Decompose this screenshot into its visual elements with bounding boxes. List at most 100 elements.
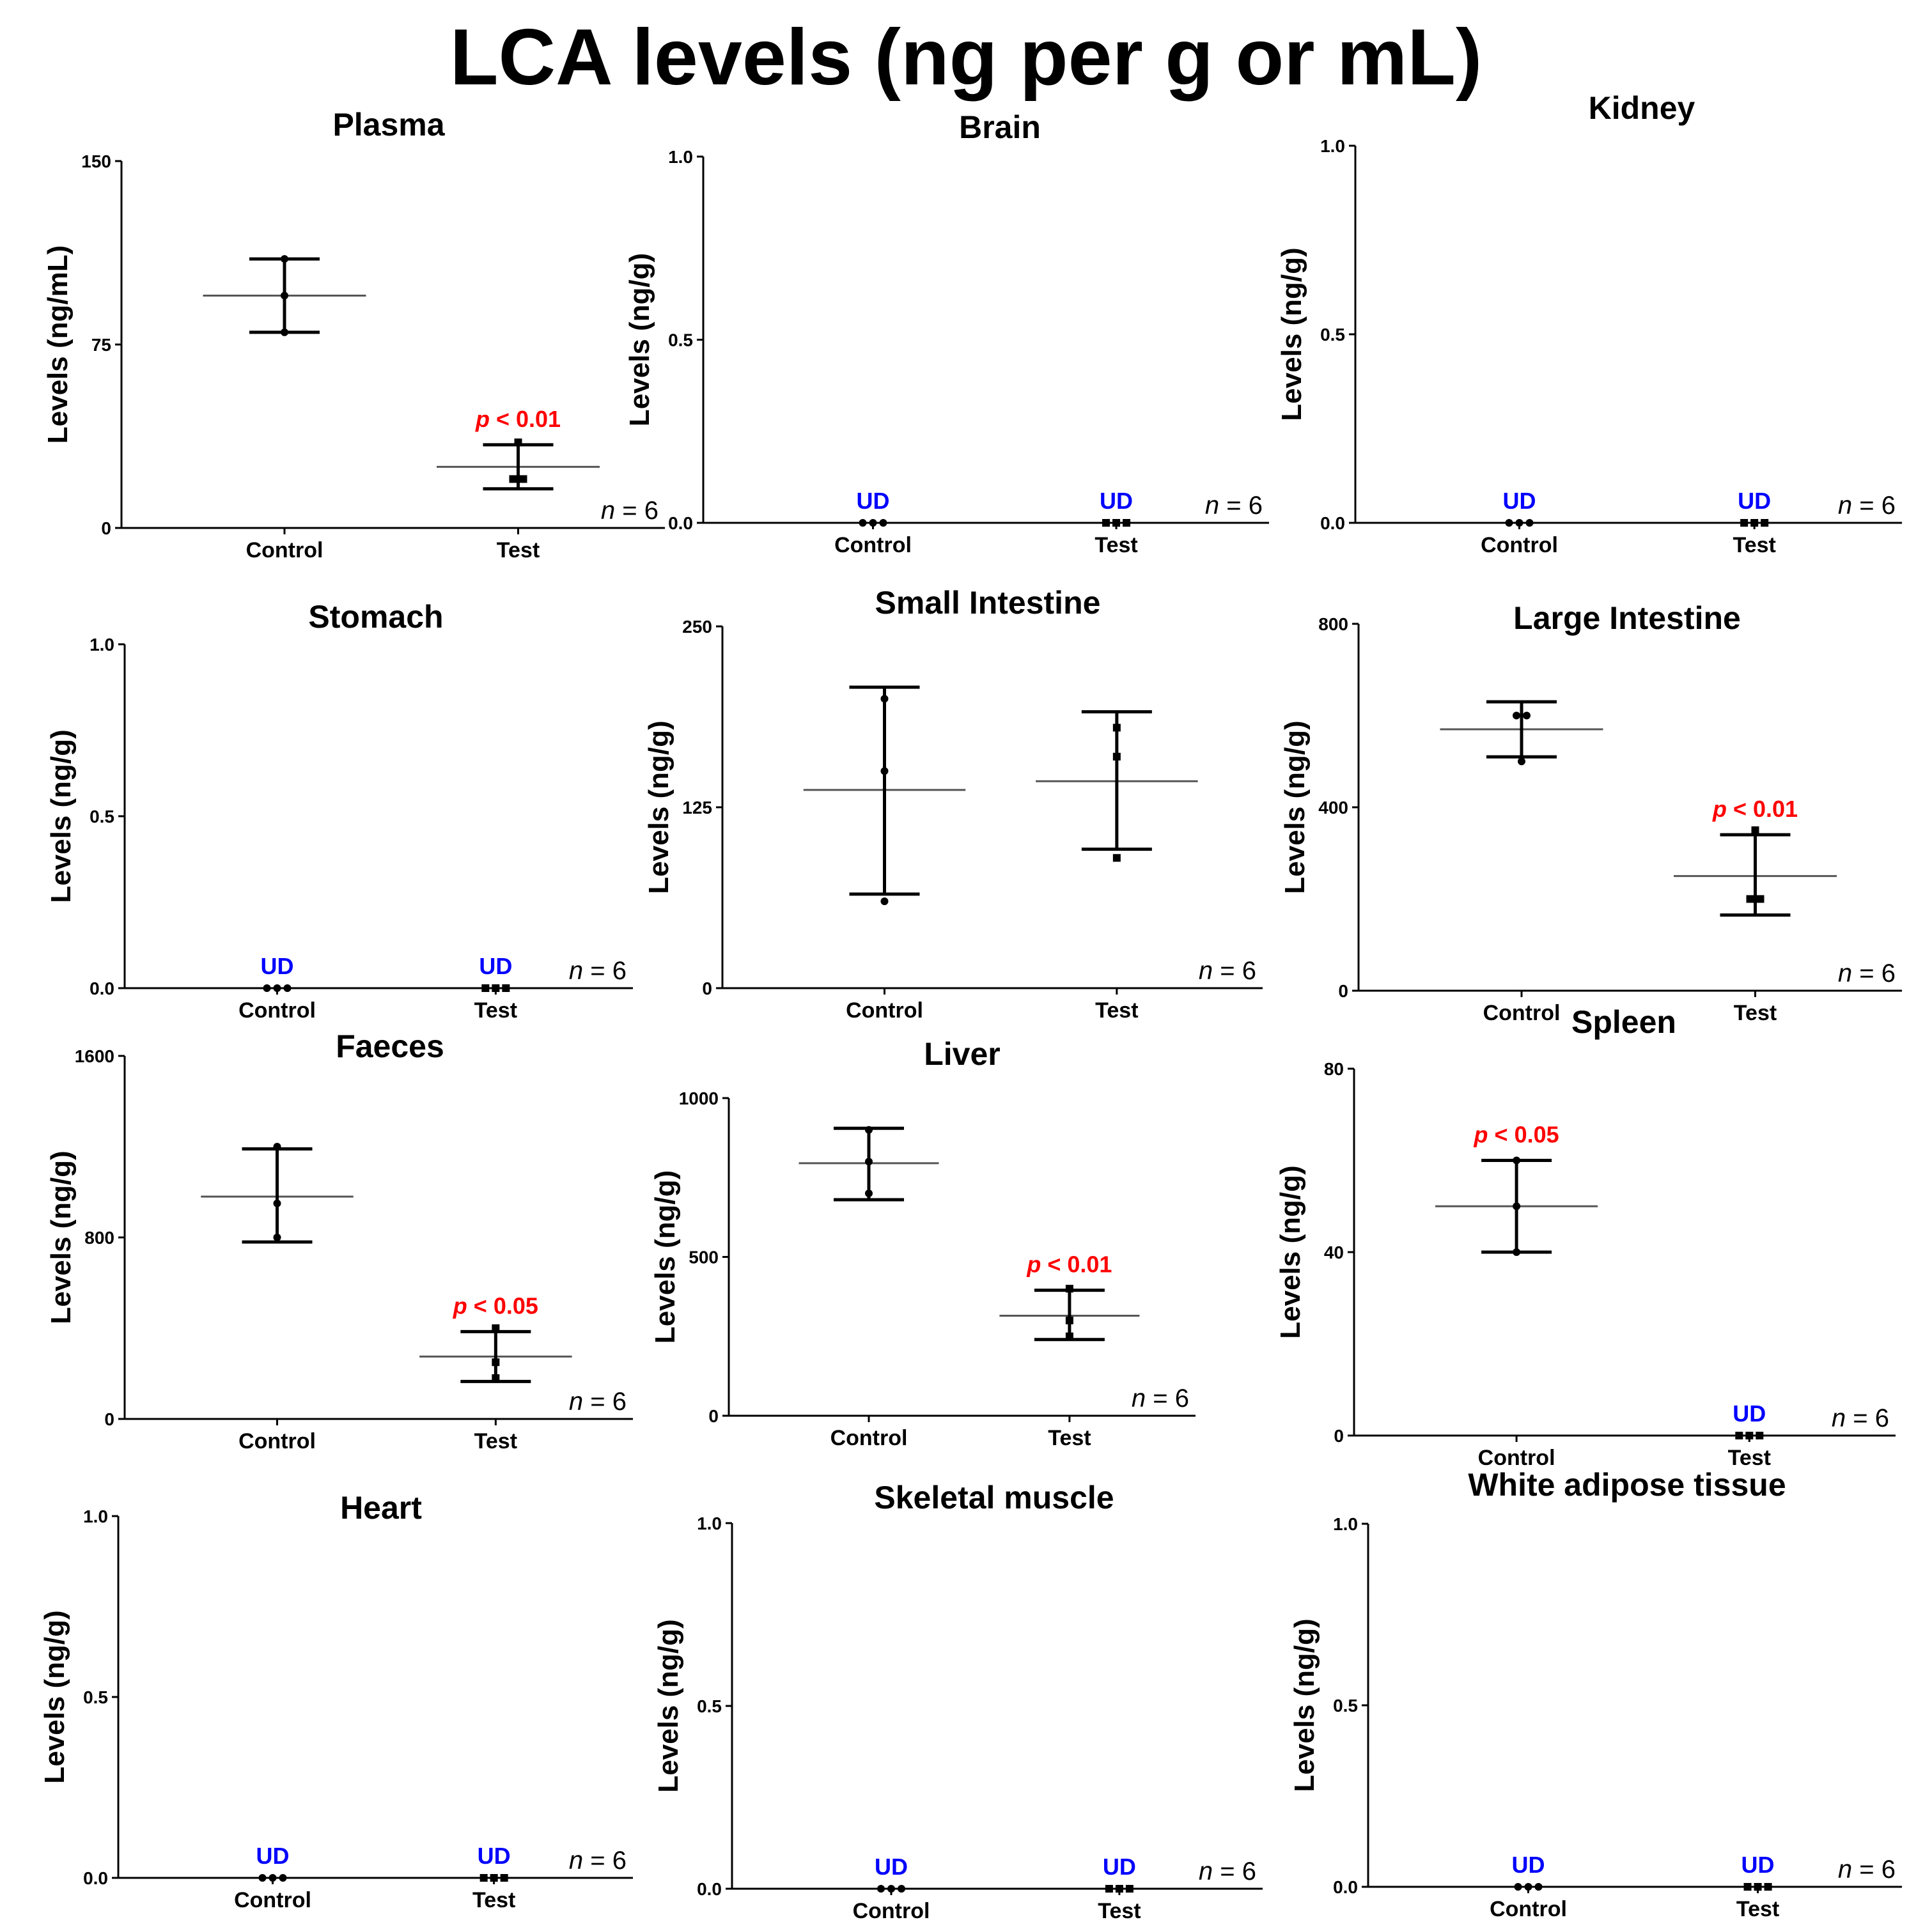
y-axis-label: Levels (ng/g) (653, 1619, 684, 1792)
p-value-label: p < 0.05 (453, 1292, 538, 1319)
data-point (880, 767, 889, 775)
y-tick-label: 800 (1318, 614, 1348, 634)
y-axis-label: Levels (ng/g) (45, 729, 77, 903)
y-axis-label: Levels (ng/g) (1275, 1165, 1306, 1338)
sample-size-label: n = 6 (1838, 492, 1896, 520)
y-tick-label: 0.5 (1320, 325, 1345, 345)
x-tick-label: Test (474, 1429, 517, 1453)
x-tick-label: Test (1736, 1897, 1779, 1921)
sample-size-label: n = 6 (601, 497, 658, 525)
data-point (263, 984, 271, 992)
data-point (479, 1874, 488, 1882)
data-point (887, 1885, 895, 1893)
data-point (273, 984, 281, 992)
data-point (1125, 1885, 1133, 1893)
y-tick-label: 80 (1324, 1059, 1344, 1079)
data-point (865, 1158, 873, 1166)
data-point (1513, 1202, 1521, 1211)
data-point (273, 1199, 281, 1207)
data-point (281, 291, 288, 300)
data-point (1746, 895, 1754, 903)
y-tick-label: 500 (689, 1248, 719, 1267)
chart-panel-12: White adipose tissue 0.0 0.5 1.0 Levels (ng/… (1289, 1467, 1902, 1921)
x-tick-label: Test (1095, 998, 1138, 1023)
data-point (1523, 711, 1531, 720)
panel-title: Heart (340, 1490, 422, 1526)
data-point (1754, 1883, 1762, 1891)
x-tick-label: Test (1048, 1426, 1091, 1450)
chart-panel-7: Faeces 0 800 1600 Levels (ng/g) Control Test p … (45, 1028, 633, 1453)
panel-title: Stomach (308, 599, 443, 635)
data-point (273, 1143, 281, 1150)
chart-panel-11: Skeletal muscle 0.0 0.5 1.0 Levels (ng/g) Con… (653, 1480, 1263, 1923)
sample-size-label: n = 6 (1199, 1857, 1256, 1886)
data-point (1065, 1316, 1073, 1324)
data-point (269, 1874, 277, 1882)
y-tick-label: 1.0 (1320, 136, 1345, 156)
sample-size-label: n = 6 (1205, 492, 1263, 520)
x-tick-label: Control (834, 533, 912, 557)
x-tick-label: Test (474, 998, 517, 1023)
data-point (1514, 1883, 1522, 1891)
y-tick-label: 1.0 (668, 147, 693, 167)
undetected-label: UD (1100, 488, 1133, 514)
x-tick-label: Test (1734, 1001, 1777, 1025)
data-point (865, 1189, 873, 1198)
x-tick-label: Test (1095, 533, 1137, 557)
data-point (490, 1874, 498, 1882)
undetected-label: UD (1733, 1400, 1766, 1427)
data-point (1065, 1285, 1073, 1293)
data-point (1115, 1885, 1123, 1893)
y-tick-label: 40 (1324, 1243, 1344, 1262)
data-point (1756, 895, 1765, 903)
y-tick-label: 0.5 (90, 807, 114, 826)
x-tick-label: Control (246, 538, 323, 562)
data-point (281, 328, 288, 336)
p-value-label: p < 0.01 (1712, 796, 1798, 822)
undetected-label: UD (478, 1843, 511, 1869)
data-point (1515, 519, 1523, 527)
panel-title: Liver (924, 1036, 1001, 1072)
x-tick-label: Control (238, 1429, 316, 1453)
p-value-label: p < 0.05 (1474, 1122, 1559, 1148)
data-point (880, 695, 889, 703)
y-axis-label: Levels (ng/g) (1279, 720, 1311, 894)
chart-panel-4: Stomach 0.0 0.5 1.0 Levels (ng/g) Control UD Te… (45, 599, 633, 1023)
x-tick-label: Control (846, 998, 923, 1023)
data-point (1750, 519, 1759, 527)
sample-size-label: n = 6 (1199, 957, 1256, 985)
data-point (1112, 752, 1121, 761)
x-tick-label: Test (1733, 533, 1775, 557)
data-point (492, 984, 500, 992)
undetected-label: UD (1103, 1854, 1136, 1880)
chart-panel-2: Brain 0.0 0.5 1.0 Levels (ng/g) Control UD Test… (624, 109, 1269, 557)
figure-title: LCA levels (ng per g or mL) (449, 13, 1483, 102)
y-tick-label: 75 (91, 335, 111, 355)
panel-title: Brain (959, 109, 1041, 145)
panel-title: Faeces (336, 1028, 444, 1064)
data-point (1505, 519, 1513, 527)
chart-panel-1: Plasma 0 75 150 Levels (ng/mL) Control Test p <… (42, 107, 665, 562)
x-tick-label: Control (1483, 1001, 1561, 1025)
data-point (1123, 519, 1131, 527)
undetected-label: UD (256, 1843, 290, 1869)
panel-title: Skeletal muscle (874, 1480, 1114, 1515)
data-point (1740, 519, 1749, 527)
x-tick-label: Control (853, 1899, 930, 1923)
data-point (1756, 1432, 1764, 1439)
data-point (877, 1885, 885, 1893)
y-tick-label: 0 (702, 979, 712, 998)
data-point (898, 1885, 905, 1893)
y-tick-label: 0.5 (697, 1696, 722, 1716)
data-point (492, 1358, 500, 1367)
chart-panel-10: Heart 0.0 0.5 1.0 Levels (ng/g) Control UD Test… (39, 1490, 633, 1912)
sample-size-label: n = 6 (569, 1847, 627, 1875)
data-point (880, 897, 889, 906)
p-value-label: p < 0.01 (1026, 1251, 1112, 1278)
undetected-label: UD (875, 1854, 908, 1880)
undetected-label: UD (261, 953, 294, 979)
y-tick-label: 0.5 (1333, 1696, 1358, 1716)
undetected-label: UD (1738, 488, 1771, 514)
y-tick-label: 250 (682, 617, 712, 637)
